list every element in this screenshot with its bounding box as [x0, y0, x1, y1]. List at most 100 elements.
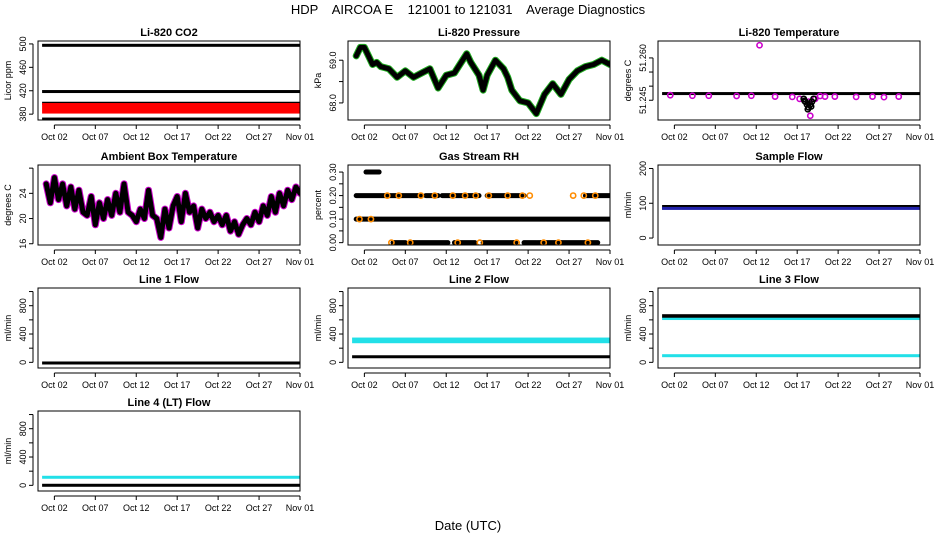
y-tick-label: 69.0 [328, 51, 338, 69]
y-axis: 0 400 800 [638, 291, 654, 365]
series-rh-flagged-point [555, 239, 562, 245]
x-tick-label: Oct 02 [41, 257, 68, 267]
x-tick-label: Nov 01 [596, 132, 625, 142]
series-temp-outliers-point [771, 93, 779, 100]
y-tick-label: 0 [18, 483, 28, 488]
x-tick-label: Oct 02 [41, 380, 68, 390]
figure-title: HDP AIRCOA E 121001 to 121031 Average Di… [291, 2, 646, 17]
y-tick-label: 400 [638, 327, 648, 342]
x-tick-label: Oct 07 [392, 132, 419, 142]
y-axis: 51.245 51.260 [638, 44, 654, 114]
x-tick-label: Oct 12 [123, 380, 150, 390]
series-rh-flagged-point [591, 192, 599, 199]
x-tick-label: Nov 01 [286, 503, 315, 513]
y-tick-label: 800 [18, 298, 28, 313]
series-line-4-cyan [42, 475, 300, 479]
x-tick-label: Nov 01 [906, 380, 935, 390]
series-temp-outliers-point [666, 91, 674, 99]
chart-data-layer [352, 43, 610, 118]
series-temp-dip-point [807, 103, 815, 110]
y-tick-label: 800 [638, 298, 648, 313]
chart-data-layer [353, 169, 610, 245]
series-line-2-high [352, 337, 610, 344]
x-tick-label: Oct 27 [556, 380, 583, 390]
x-tick-label: Oct 22 [515, 380, 542, 390]
x-axis: Oct 02 Oct 07 Oct 12 Oct 17 Oct 22 Oct 27 Nov … [41, 249, 314, 267]
series-rh-flagged-point [383, 192, 391, 199]
series-line-4-black [42, 483, 300, 487]
x-tick-label: Oct 17 [474, 257, 501, 267]
series-temp-outliers-point [852, 93, 860, 101]
series-temp-outliers-point [895, 93, 903, 100]
x-tick-label: Oct 27 [246, 132, 273, 142]
series-rh-flagged-point [395, 192, 403, 199]
series-line-3-low [662, 354, 920, 358]
x-tick-label: Oct 02 [41, 503, 68, 513]
x-tick-label: Oct 17 [784, 132, 811, 142]
x-tick-label: Oct 07 [82, 132, 109, 142]
plot-frame [37, 164, 301, 246]
series-temp-outliers-point [705, 92, 713, 100]
series-temp-outliers-point [756, 41, 763, 49]
series-sample-flow-edge [662, 206, 920, 210]
x-tick-label: Oct 17 [784, 257, 811, 267]
x-tick-label: Oct 12 [433, 257, 460, 267]
x-tick-label: Oct 22 [825, 380, 852, 390]
x-tick-label: Oct 17 [164, 380, 191, 390]
series-box-temp [43, 175, 300, 240]
series-temp-outliers-point [733, 92, 740, 100]
series-rh-flagged-point [461, 192, 469, 199]
series-line-1 [42, 361, 300, 365]
chart-data-layer [42, 475, 300, 487]
x-tick-label: Oct 02 [351, 132, 378, 142]
x-axis: Oct 02 Oct 07 Oct 12 Oct 17 Oct 22 Oct 27 Nov … [661, 124, 934, 142]
x-tick-label: Oct 17 [474, 132, 501, 142]
y-tick-label: 400 [18, 450, 28, 465]
y-axis: 0 400 800 [18, 291, 34, 365]
series-temp-outliers-point [747, 92, 755, 100]
x-tick-label: Oct 17 [474, 380, 501, 390]
x-tick-label: Oct 12 [743, 380, 770, 390]
chart-data-layer [42, 361, 300, 365]
y-tick-label: 800 [328, 298, 338, 313]
chart-panel-3: Li-820 Temperature 51.245 51.260 degrees C O… [623, 27, 934, 142]
x-tick-label: Oct 12 [433, 380, 460, 390]
y-tick-label: 0 [328, 360, 338, 365]
y-axis: 68.0 69.0 [328, 51, 344, 112]
series-pressure-edge [352, 43, 610, 118]
series-rh-flagged-point [485, 192, 493, 199]
x-tick-label: Oct 22 [515, 132, 542, 142]
series-cal-low [42, 117, 300, 120]
x-tick-label: Oct 07 [82, 257, 109, 267]
x-tick-label: Oct 07 [82, 380, 109, 390]
y-tick-label: 400 [18, 327, 28, 342]
y-axis-label: degrees C [3, 184, 13, 226]
series-temp [662, 92, 920, 96]
chart-data-layer [42, 174, 300, 241]
y-tick-label: 51.245 [638, 86, 648, 114]
series-cal-high [42, 43, 300, 47]
y-tick-label: 0.00 [328, 234, 338, 252]
series-rh-flagged-point [526, 192, 534, 199]
x-tick-label: Oct 27 [866, 257, 893, 267]
x-tick-label: Oct 17 [164, 503, 191, 513]
x-tick-label: Oct 22 [825, 257, 852, 267]
y-tick-label: 20 [18, 214, 28, 224]
y-tick-label: 16 [18, 239, 28, 249]
series-rh-flagged-point [387, 239, 395, 245]
y-tick-label: 0.30 [328, 163, 338, 181]
x-axis: Oct 02 Oct 07 Oct 12 Oct 17 Oct 22 Oct 27 Nov … [351, 249, 625, 267]
x-tick-label: Nov 01 [906, 257, 935, 267]
series-temp-outliers-point [688, 92, 696, 100]
series-temp-outliers-point [869, 93, 876, 100]
y-tick-label: 400 [328, 327, 338, 342]
y-tick-label: 68.0 [328, 94, 338, 112]
series-rh-flagged-point [504, 192, 512, 199]
x-axis: Oct 02 Oct 07 Oct 12 Oct 17 Oct 22 Oct 27 Nov … [351, 124, 625, 142]
chart-title: Li-820 Temperature [739, 27, 840, 39]
x-tick-label: Nov 01 [596, 257, 625, 267]
